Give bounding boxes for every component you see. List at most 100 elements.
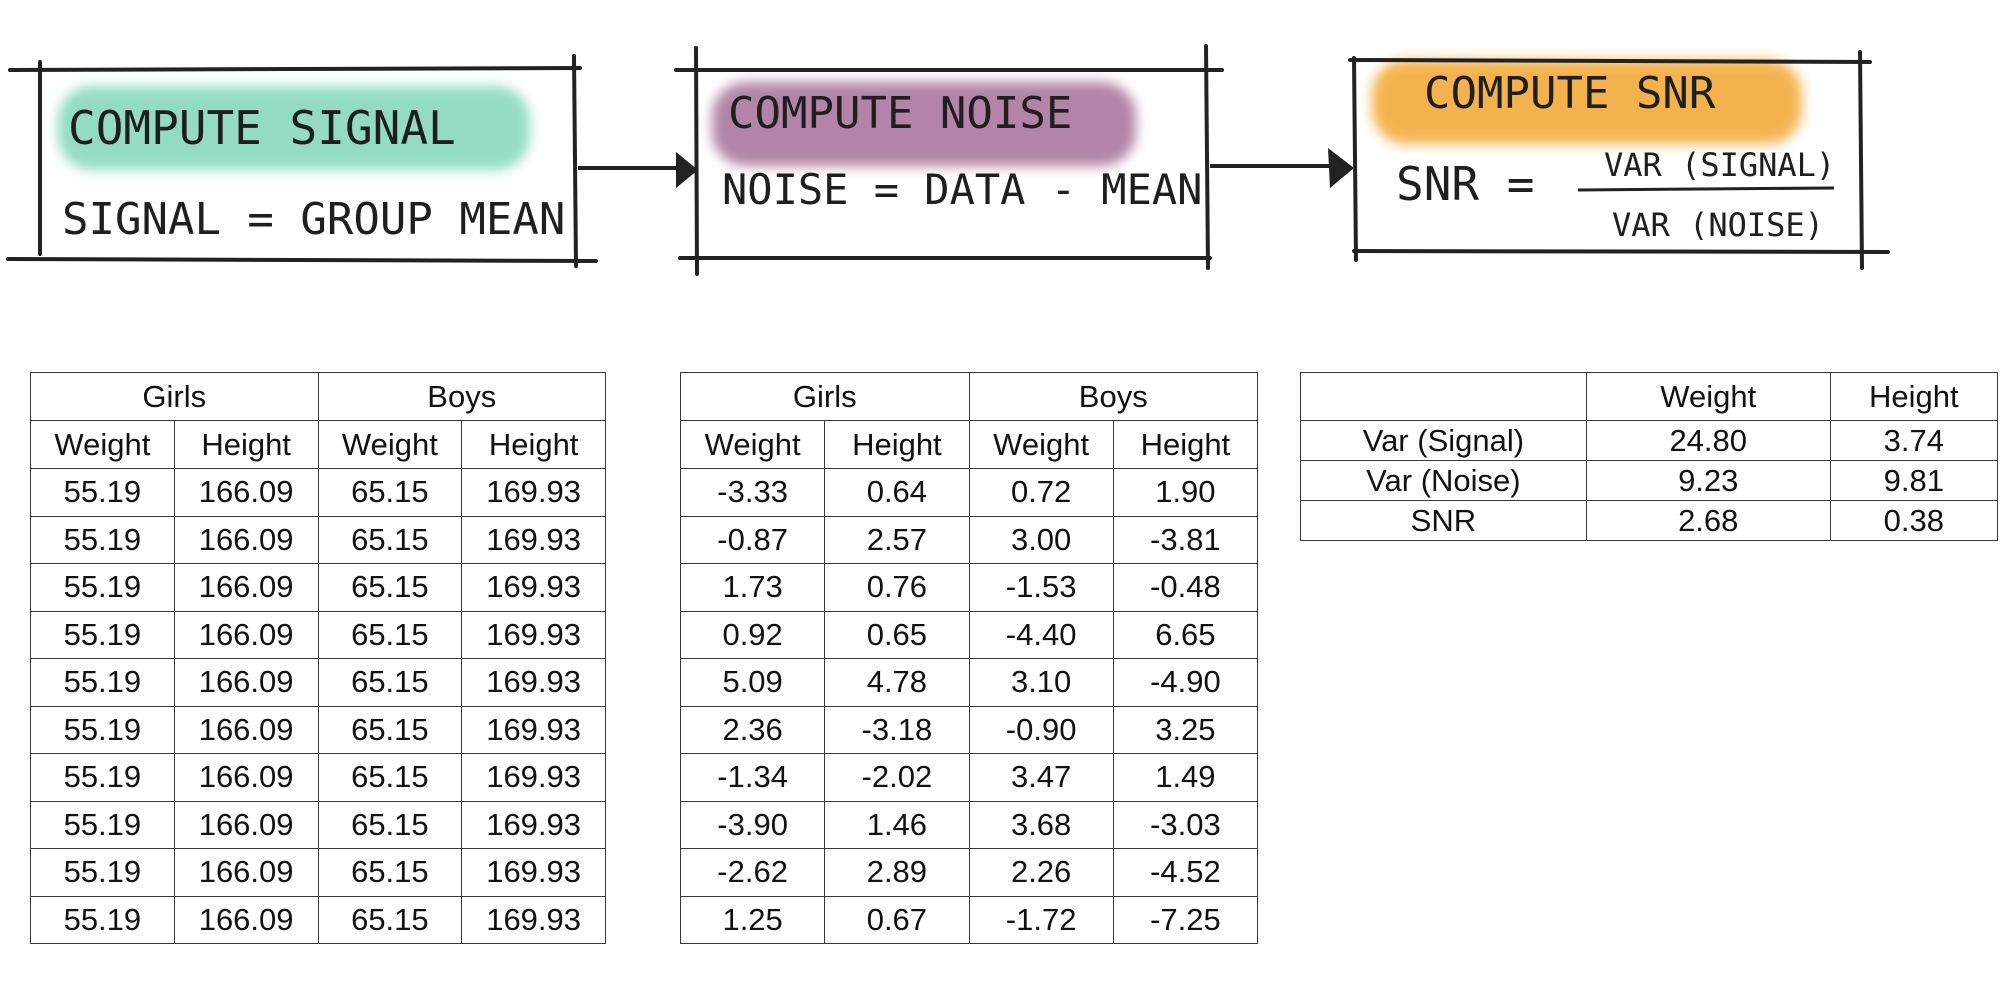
signal-step-formula: SIGNAL = GROUP MEAN bbox=[62, 194, 565, 245]
table-row: 55.19 166.09 65.15 169.93 bbox=[30, 895, 606, 944]
column-header: Weight bbox=[968, 420, 1114, 469]
signal-title-highlight bbox=[58, 86, 530, 170]
table-cell: -4.52 bbox=[1112, 848, 1259, 897]
table-cell: 9.23 bbox=[1585, 460, 1831, 501]
table-cell: 169.93 bbox=[461, 515, 606, 564]
table-cell: 55.19 bbox=[30, 753, 175, 802]
table-cell: 0.72 bbox=[968, 468, 1114, 517]
table-cell: 0.64 bbox=[824, 468, 970, 517]
column-header: Height bbox=[824, 420, 970, 469]
snr-corner-cell bbox=[1300, 372, 1587, 421]
group-header-row: Girls Boys bbox=[30, 372, 606, 421]
table-cell: 65.15 bbox=[317, 515, 463, 564]
snr-row: Var (Noise) 9.23 9.81 bbox=[1300, 460, 1999, 501]
signal-step-box bbox=[6, 54, 598, 268]
column-header: Weight bbox=[30, 420, 175, 469]
table-cell: -1.34 bbox=[679, 753, 826, 802]
table-cell: 2.89 bbox=[824, 848, 970, 897]
column-header: Weight bbox=[679, 420, 826, 469]
table-cell: 55.19 bbox=[30, 515, 175, 564]
table-cell: -0.48 bbox=[1112, 563, 1259, 612]
table-row: -1.34 -2.02 3.47 1.49 bbox=[679, 753, 1259, 802]
table-row: 55.19 166.09 65.15 169.93 bbox=[30, 515, 606, 564]
signal-step-title: COMPUTE SIGNAL bbox=[68, 101, 456, 155]
snr-header-row: Weight Height bbox=[1300, 372, 1999, 421]
table-row: 0.92 0.65 -4.40 6.65 bbox=[679, 610, 1259, 659]
arrow-noise-to-snr bbox=[1210, 148, 1354, 188]
table-cell: -7.25 bbox=[1112, 895, 1259, 944]
table-cell: 65.15 bbox=[317, 895, 463, 944]
table-cell: 166.09 bbox=[173, 468, 319, 517]
table-cell: 169.93 bbox=[461, 800, 606, 849]
column-header: Weight bbox=[1585, 372, 1831, 421]
column-header: Height bbox=[461, 420, 606, 469]
table-cell: -0.90 bbox=[968, 705, 1114, 754]
table-row: 1.73 0.76 -1.53 -0.48 bbox=[679, 563, 1259, 612]
table-cell: 3.00 bbox=[968, 515, 1114, 564]
arrow-signal-to-noise bbox=[578, 152, 698, 188]
column-header: Height bbox=[1112, 420, 1259, 469]
table-cell: -2.62 bbox=[679, 848, 826, 897]
table-cell: 65.15 bbox=[317, 610, 463, 659]
table-cell: 65.15 bbox=[317, 800, 463, 849]
snr-formula-denominator: VAR (NOISE) bbox=[1612, 206, 1824, 244]
table-cell: 4.78 bbox=[824, 658, 970, 707]
table-cell: 65.15 bbox=[317, 563, 463, 612]
table-cell: -2.02 bbox=[824, 753, 970, 802]
table-cell: 166.09 bbox=[173, 610, 319, 659]
table-cell: 55.19 bbox=[30, 610, 175, 659]
group-header-girls: Girls bbox=[30, 372, 319, 421]
table-cell: -0.87 bbox=[679, 515, 826, 564]
table-row: -3.90 1.46 3.68 -3.03 bbox=[679, 800, 1259, 849]
row-label: Var (Noise) bbox=[1300, 460, 1587, 501]
table-cell: 65.15 bbox=[317, 658, 463, 707]
row-label: SNR bbox=[1300, 500, 1587, 541]
group-header-girls: Girls bbox=[680, 372, 970, 421]
table-cell: 55.19 bbox=[30, 895, 175, 944]
noise-step-title: COMPUTE NOISE bbox=[728, 88, 1072, 139]
noise-table: Girls Boys Weight Height Weight Height -… bbox=[679, 372, 1259, 944]
table-cell: 169.93 bbox=[461, 848, 606, 897]
table-cell: 0.38 bbox=[1829, 500, 1999, 541]
group-header-boys: Boys bbox=[317, 372, 606, 421]
table-cell: -3.81 bbox=[1112, 515, 1259, 564]
table-cell: 3.74 bbox=[1829, 420, 1999, 461]
table-cell: 166.09 bbox=[173, 658, 319, 707]
table-row: -0.87 2.57 3.00 -3.81 bbox=[679, 515, 1259, 564]
table-cell: 9.81 bbox=[1829, 460, 1999, 501]
table-cell: 65.15 bbox=[317, 468, 463, 517]
table-cell: 2.26 bbox=[968, 848, 1114, 897]
table-cell: 6.65 bbox=[1112, 610, 1259, 659]
snr-row: SNR 2.68 0.38 bbox=[1300, 500, 1999, 541]
table-cell: -4.40 bbox=[968, 610, 1114, 659]
table-cell: 55.19 bbox=[30, 658, 175, 707]
snr-table: Weight Height Var (Signal) 24.80 3.74 Var (… bbox=[1300, 372, 1999, 541]
table-cell: 169.93 bbox=[461, 468, 606, 517]
table-cell: 2.57 bbox=[824, 515, 970, 564]
table-cell: 166.09 bbox=[173, 895, 319, 944]
table-cell: 2.36 bbox=[679, 705, 826, 754]
table-cell: 169.93 bbox=[461, 658, 606, 707]
table-cell: -1.53 bbox=[968, 563, 1114, 612]
column-header-row: Weight Height Weight Height bbox=[30, 420, 606, 469]
column-header: Weight bbox=[317, 420, 463, 469]
table-cell: 3.47 bbox=[968, 753, 1114, 802]
table-row: 2.36 -3.18 -0.90 3.25 bbox=[679, 705, 1259, 754]
fraction-bar bbox=[1577, 186, 1835, 192]
table-cell: 0.76 bbox=[824, 563, 970, 612]
table-cell: 3.68 bbox=[968, 800, 1114, 849]
column-header-row: Weight Height Weight Height bbox=[679, 420, 1259, 469]
table-cell: 169.93 bbox=[461, 610, 606, 659]
table-row: 55.19 166.09 65.15 169.93 bbox=[30, 753, 606, 802]
table-cell: 55.19 bbox=[30, 800, 175, 849]
table-cell: 0.67 bbox=[824, 895, 970, 944]
column-header: Height bbox=[173, 420, 319, 469]
table-row: 55.19 166.09 65.15 169.93 bbox=[30, 658, 606, 707]
table-row: -2.62 2.89 2.26 -4.52 bbox=[679, 848, 1259, 897]
table-cell: 169.93 bbox=[461, 563, 606, 612]
table-row: 55.19 166.09 65.15 169.93 bbox=[30, 563, 606, 612]
table-cell: -4.90 bbox=[1112, 658, 1259, 707]
table-cell: 169.93 bbox=[461, 705, 606, 754]
noise-step-box bbox=[674, 44, 1224, 276]
table-cell: 1.46 bbox=[824, 800, 970, 849]
